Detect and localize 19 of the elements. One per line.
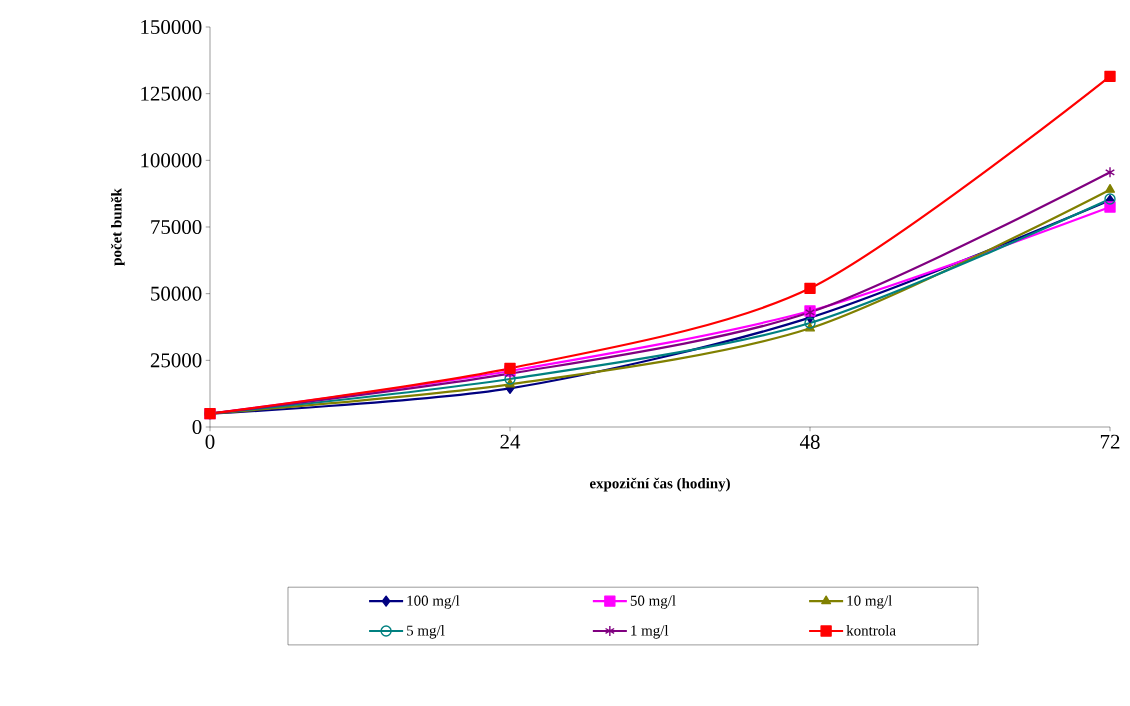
legend-label: 1 mg/l — [631, 625, 669, 639]
y-tick-label: 0 — [192, 419, 202, 435]
y-tick-label: 125000 — [141, 86, 202, 101]
y-tick-label: 100000 — [141, 153, 202, 168]
x-tick-label: 0 — [205, 434, 215, 449]
legend-label: kontrola — [846, 625, 896, 636]
legend-label: 10 mg/l — [847, 595, 892, 609]
y-tick-label: 50000 — [151, 286, 202, 301]
x-tick-label: 48 — [799, 434, 820, 449]
x-tick-label: 72 — [1100, 434, 1120, 449]
x-axis-title: expoziční čas (hodiny) — [589, 477, 730, 492]
legend-label: 50 mg/l — [630, 595, 676, 609]
legend-label: 5 mg/l — [407, 625, 445, 639]
y-tick-label: 75000 — [151, 219, 202, 235]
y-axis-title: počet buněk — [110, 188, 125, 266]
y-tick-label: 25000 — [150, 353, 202, 368]
y-tick-label: 150000 — [141, 19, 202, 35]
legend-label: 100 mg/l — [407, 595, 460, 609]
x-tick-label: 24 — [500, 434, 521, 449]
